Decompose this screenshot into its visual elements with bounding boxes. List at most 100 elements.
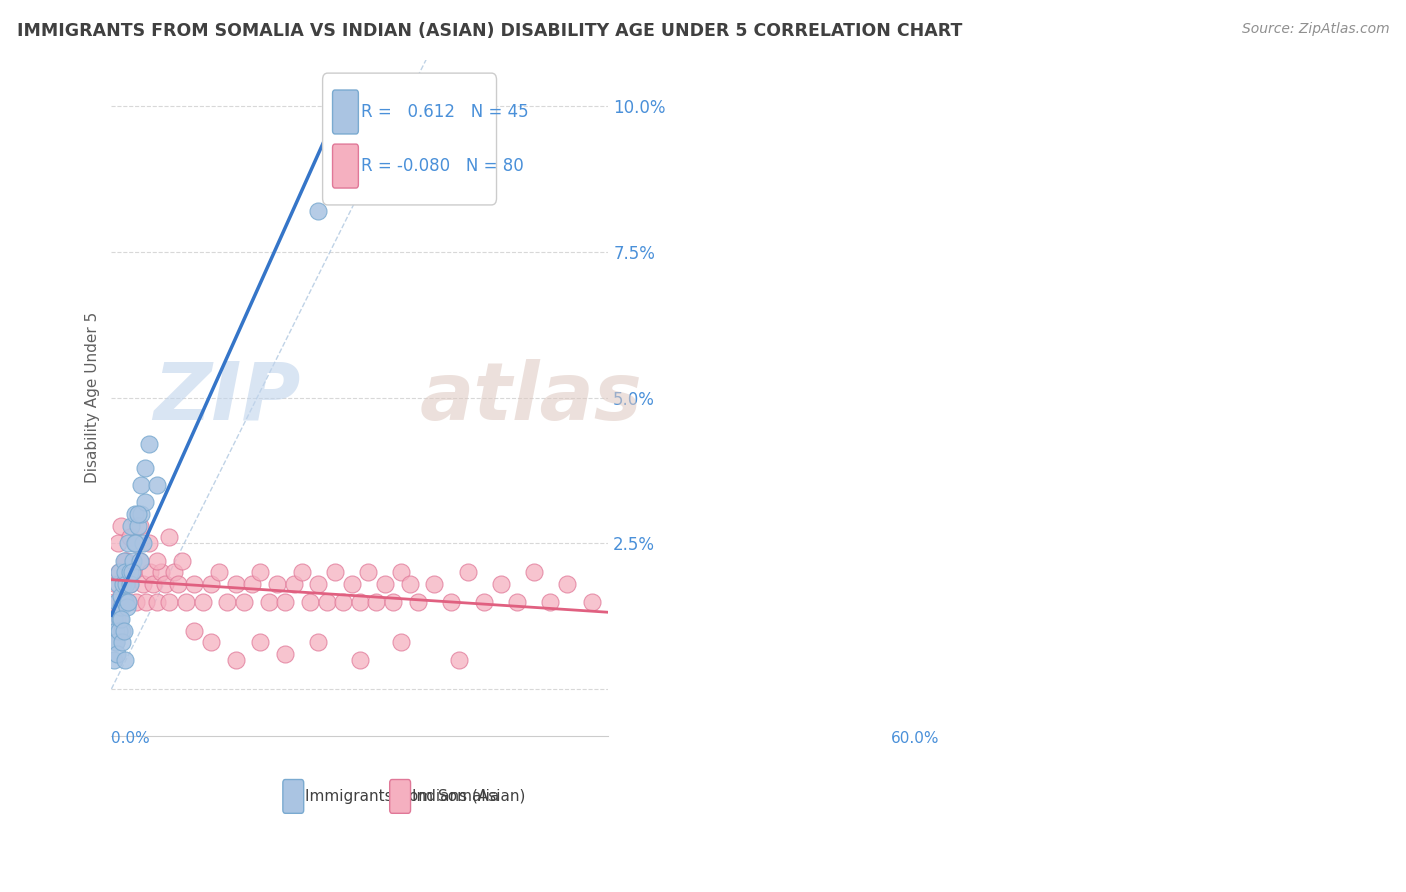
Text: Immigrants from Somalia: Immigrants from Somalia xyxy=(305,789,499,804)
Point xyxy=(128,554,150,568)
Text: 60.0%: 60.0% xyxy=(891,731,939,746)
Point xyxy=(340,577,363,591)
Point xyxy=(105,635,128,649)
Point xyxy=(125,594,148,608)
Point xyxy=(357,566,380,580)
Point xyxy=(107,536,129,550)
Point xyxy=(114,594,136,608)
Point xyxy=(200,577,222,591)
Point xyxy=(104,635,127,649)
Point xyxy=(389,635,412,649)
Point xyxy=(150,566,173,580)
Point xyxy=(423,577,446,591)
Text: atlas: atlas xyxy=(419,359,643,436)
Point xyxy=(183,577,205,591)
Point xyxy=(349,653,371,667)
Point xyxy=(200,635,222,649)
Point xyxy=(118,531,141,545)
Point xyxy=(308,204,330,219)
Y-axis label: Disability Age Under 5: Disability Age Under 5 xyxy=(86,312,100,483)
Point xyxy=(129,507,152,521)
Point xyxy=(114,653,136,667)
Point xyxy=(105,594,128,608)
Point xyxy=(308,577,330,591)
Point xyxy=(138,536,160,550)
Point xyxy=(127,507,149,521)
Point xyxy=(115,554,138,568)
Point xyxy=(112,577,135,591)
Point xyxy=(449,653,471,667)
Point xyxy=(134,495,156,509)
Point xyxy=(208,566,231,580)
Text: 0.0%: 0.0% xyxy=(111,731,150,746)
Point xyxy=(135,594,157,608)
Point xyxy=(308,635,330,649)
Point xyxy=(110,589,132,603)
Point xyxy=(274,594,297,608)
Point xyxy=(323,566,346,580)
Point xyxy=(122,566,145,580)
Point xyxy=(124,507,146,521)
Point xyxy=(274,647,297,661)
Point xyxy=(366,594,388,608)
Point xyxy=(105,647,128,661)
Point xyxy=(132,577,155,591)
Point xyxy=(108,566,131,580)
Point xyxy=(398,577,420,591)
Point xyxy=(555,577,578,591)
Point xyxy=(118,577,141,591)
Point xyxy=(129,478,152,492)
Point xyxy=(142,577,165,591)
Point xyxy=(114,554,136,568)
Point xyxy=(291,566,314,580)
Point xyxy=(134,460,156,475)
Point xyxy=(111,635,134,649)
Point xyxy=(146,594,169,608)
Point xyxy=(108,612,131,626)
Point xyxy=(225,577,247,591)
Point xyxy=(124,536,146,550)
Point xyxy=(114,566,136,580)
Point xyxy=(117,594,139,608)
Point xyxy=(440,594,463,608)
Point xyxy=(523,566,546,580)
Point xyxy=(146,554,169,568)
FancyBboxPatch shape xyxy=(283,780,304,814)
Point xyxy=(103,612,125,626)
Point xyxy=(124,536,146,550)
Point xyxy=(389,566,412,580)
Point xyxy=(120,577,142,591)
Point xyxy=(157,594,180,608)
FancyBboxPatch shape xyxy=(322,73,496,205)
FancyBboxPatch shape xyxy=(389,780,411,814)
Point xyxy=(240,577,263,591)
Point xyxy=(283,577,305,591)
Point xyxy=(115,577,138,591)
Point xyxy=(110,612,132,626)
Point xyxy=(122,554,145,568)
Point xyxy=(111,577,134,591)
Point xyxy=(110,594,132,608)
Point xyxy=(121,566,143,580)
Text: R = -0.080   N = 80: R = -0.080 N = 80 xyxy=(361,157,524,176)
Point xyxy=(489,577,512,591)
Point xyxy=(170,554,193,568)
Point xyxy=(103,594,125,608)
Point xyxy=(183,624,205,638)
Point xyxy=(174,594,197,608)
Point xyxy=(157,531,180,545)
Point xyxy=(125,536,148,550)
Point xyxy=(138,437,160,451)
Point xyxy=(162,566,184,580)
Point xyxy=(232,594,254,608)
Point xyxy=(538,594,561,608)
Point xyxy=(132,536,155,550)
Point xyxy=(155,577,177,591)
Point xyxy=(104,624,127,638)
Point xyxy=(457,566,479,580)
Point xyxy=(117,594,139,608)
Point xyxy=(118,566,141,580)
Point xyxy=(406,594,429,608)
Point xyxy=(104,577,127,591)
FancyBboxPatch shape xyxy=(333,90,359,134)
